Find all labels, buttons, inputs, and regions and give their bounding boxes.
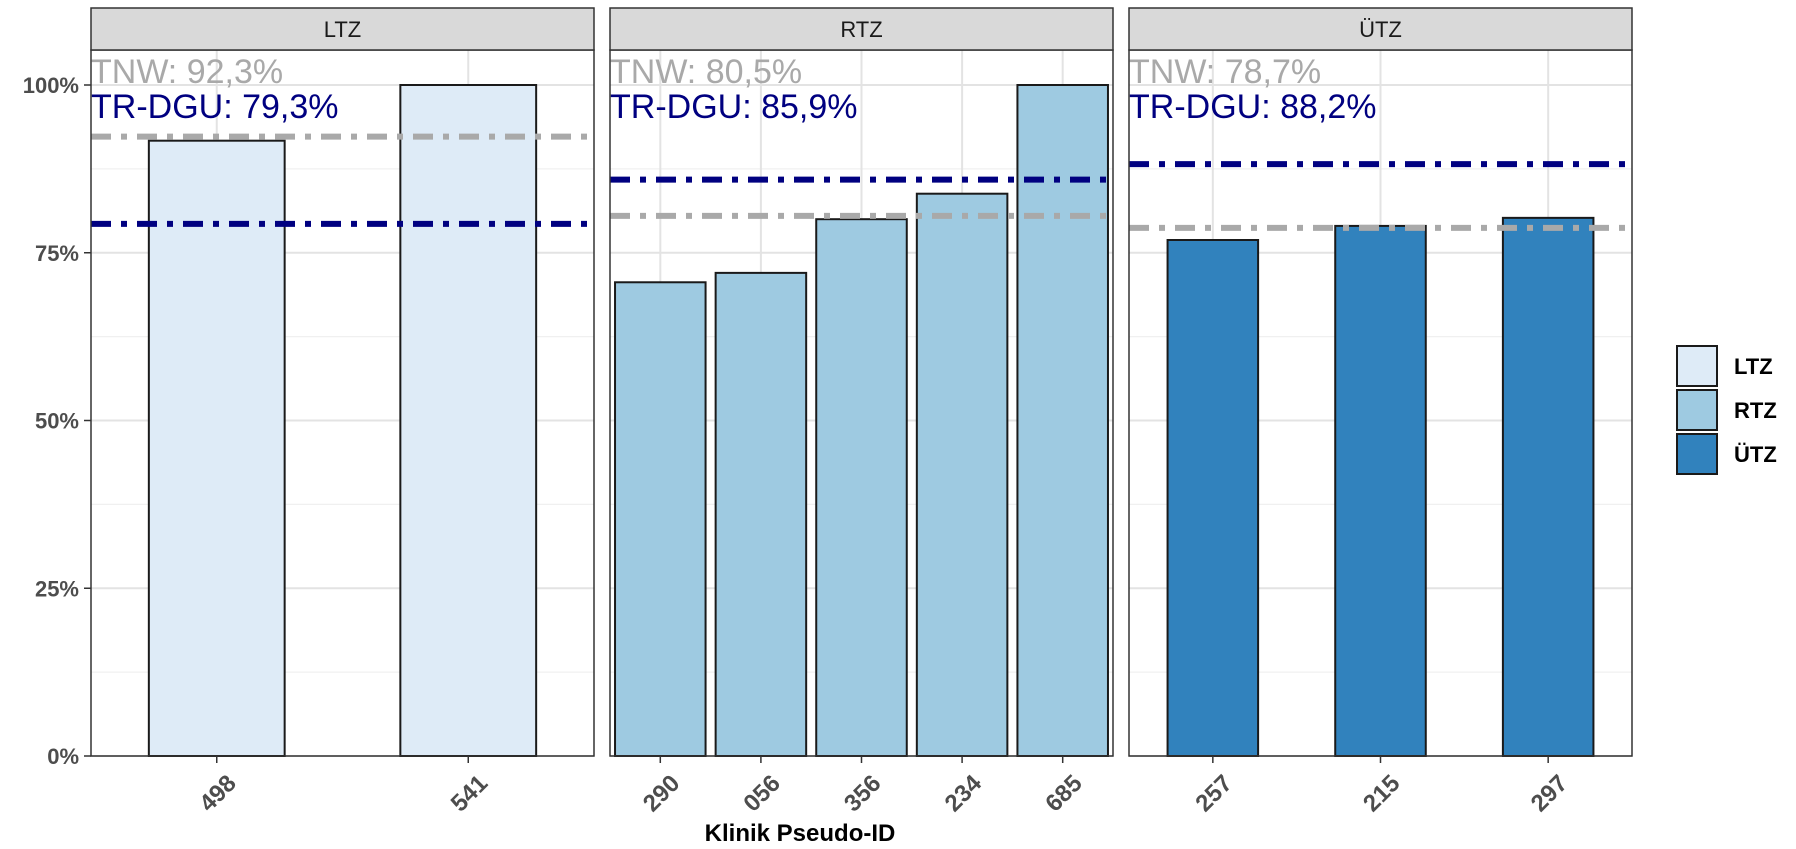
facet-strip xyxy=(609,7,1114,51)
y-tick-label: 100% xyxy=(23,73,79,98)
bar-234 xyxy=(915,192,1009,757)
y-tick-label: 75% xyxy=(35,241,79,266)
facet-strip xyxy=(90,7,595,51)
tnw-annotation: TNW: 92,3% xyxy=(91,53,283,91)
x-tick-label: 685 xyxy=(1040,770,1087,817)
x-tick-label: 541 xyxy=(446,770,493,817)
legend-label: RTZ xyxy=(1734,398,1777,423)
panel-ltz: TNW: 92,3%TR-DGU: 79,3% LTZ 498 541 xyxy=(90,7,595,817)
bar-297 xyxy=(1501,216,1595,758)
x-tick-label: 215 xyxy=(1358,770,1405,817)
x-tick-label: 234 xyxy=(940,769,988,817)
panel-ütz: TNW: 78,7%TR-DGU: 88,2% ÜTZ 257 215 297 xyxy=(1128,7,1633,817)
legend-key-ütz xyxy=(1676,433,1718,475)
legend-key-rtz xyxy=(1676,389,1718,431)
x-axis-label: Klinik Pseudo-ID xyxy=(705,820,896,847)
bar-290 xyxy=(614,281,707,757)
legend-label: LTZ xyxy=(1734,354,1773,379)
x-tick-label: 356 xyxy=(839,770,886,817)
legend-key-ltz xyxy=(1676,345,1718,387)
tnw-annotation: TNW: 78,7% xyxy=(1129,53,1321,91)
y-tick-label: 25% xyxy=(35,576,79,601)
facet-strip-label: RTZ xyxy=(840,17,882,42)
y-axis: 0% 25% 50% 75% 100% xyxy=(23,73,91,769)
bar-685 xyxy=(1016,84,1109,757)
bar-541 xyxy=(399,84,538,757)
facet-strip-label: ÜTZ xyxy=(1359,17,1402,42)
chart-panels: TNW: 92,3%TR-DGU: 79,3% LTZ 498 541 TNW: 80,… xyxy=(90,7,1633,817)
legend: LTZ RTZ ÜTZ xyxy=(1676,345,1777,475)
bar-257 xyxy=(1166,239,1260,758)
y-tick-label: 0% xyxy=(47,744,79,769)
trdgu-annotation: TR-DGU: 88,2% xyxy=(1129,88,1377,126)
x-tick-label: 498 xyxy=(194,770,241,817)
bar-056 xyxy=(714,271,808,757)
trdgu-annotation: TR-DGU: 79,3% xyxy=(91,88,339,126)
tnw-annotation: TNW: 80,5% xyxy=(610,53,802,91)
y-tick-label: 50% xyxy=(35,409,79,434)
facet-strip-label: LTZ xyxy=(324,17,361,42)
legend-label: ÜTZ xyxy=(1734,442,1777,467)
bar-215 xyxy=(1334,224,1427,758)
x-tick-label: 290 xyxy=(638,770,685,817)
trdgu-annotation: TR-DGU: 85,9% xyxy=(610,88,858,126)
x-tick-label: 056 xyxy=(738,770,785,817)
x-tick-label: 297 xyxy=(1526,770,1573,817)
panel-rtz: TNW: 80,5%TR-DGU: 85,9% RTZ 290 056 356 234 68… xyxy=(609,7,1114,817)
x-tick-label: 257 xyxy=(1190,770,1237,817)
bar-498 xyxy=(147,139,286,757)
facet-strip xyxy=(1128,7,1633,51)
bar-356 xyxy=(815,218,908,757)
